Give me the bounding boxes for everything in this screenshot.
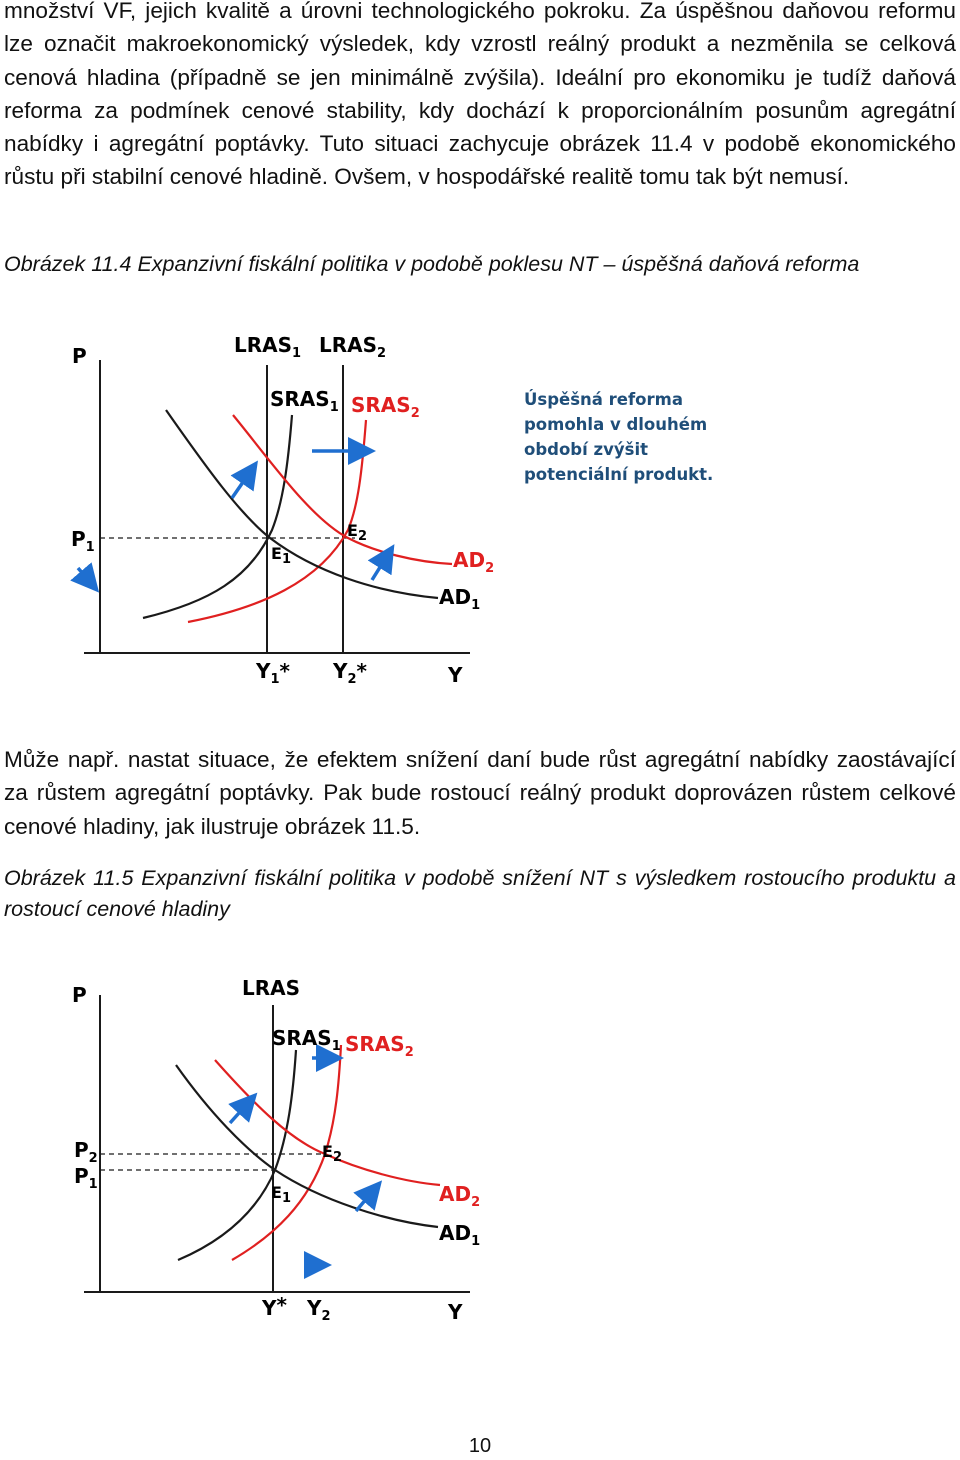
ad1-label: AD1 [439, 1221, 480, 1249]
lras1-label: LRAS1 [234, 333, 301, 361]
reform-note-line: pomohla v dlouhém [524, 415, 707, 434]
y2-label: Y2 [306, 1296, 331, 1324]
ad2-curve [214, 1059, 441, 1187]
figure-11-4: P Y LRAS1 LRAS2 SRAS1 SRAS2 AD2 AD1 E1 E… [70, 333, 713, 687]
y-axis-label: Y [447, 663, 463, 687]
p-axis-label: P [72, 344, 87, 368]
shift-arrow-ad [367, 544, 395, 581]
ad2-label: AD2 [439, 1182, 480, 1210]
y1-star-label: Y1* [255, 659, 291, 687]
sras1-label: SRAS1 [272, 1026, 341, 1054]
intro-paragraph: množství VF, jejich kvalitě a úrovni tec… [4, 0, 956, 190]
y2-star-label: Y2* [332, 659, 368, 687]
e1-label: E1 [271, 544, 291, 567]
page-number: 10 [468, 1435, 492, 1457]
ad1-label: AD1 [439, 585, 480, 613]
shift-arrow-ad [230, 460, 258, 499]
figure-11-4-caption: Obrázek 11.4 Expanzivní fiskální politik… [4, 252, 860, 276]
reform-note-line: potenciální produkt. [524, 465, 713, 484]
e2-label: E2 [322, 1142, 342, 1165]
ad1-curve [165, 409, 439, 600]
lras2-label: LRAS2 [319, 333, 386, 361]
reform-note-line: období zvýšit [524, 440, 648, 459]
second-paragraph: Může např. nastat situace, že efektem sn… [4, 747, 956, 839]
p1-label: P1 [74, 1164, 98, 1192]
p-axis-label: P [72, 983, 87, 1007]
e2-label: E2 [347, 521, 367, 544]
ad1-curve [175, 1064, 439, 1229]
ystar-label: Y* [261, 1293, 287, 1320]
e1-label: E1 [271, 1183, 291, 1206]
figure-11-5-caption: Obrázek 11.5 Expanzivní fiskální politik… [4, 866, 956, 921]
p2-label: P2 [74, 1138, 98, 1166]
p1-label: P1 [71, 527, 95, 555]
y-axis-label: Y [447, 1300, 463, 1324]
sras1-curve [142, 414, 294, 620]
sras2-curve [187, 419, 368, 624]
sras1-curve [177, 1049, 298, 1262]
reform-note-line: Úspěšná reforma [524, 390, 683, 409]
figure-11-5: P Y LRAS SRAS1 SRAS2 AD2 AD1 E1 E2 P2 P1… [72, 976, 480, 1324]
ad2-label: AD2 [453, 548, 494, 576]
shift-arrow-p [70, 562, 100, 593]
shift-arrow-ad [228, 1092, 258, 1125]
sras1-label: SRAS1 [270, 387, 339, 415]
ad2-curve [232, 414, 453, 566]
lras-label: LRAS [242, 976, 300, 1000]
sras2-label: SRAS2 [345, 1032, 414, 1060]
sras2-label: SRAS2 [351, 393, 420, 421]
shift-arrow-ad [353, 1180, 383, 1213]
